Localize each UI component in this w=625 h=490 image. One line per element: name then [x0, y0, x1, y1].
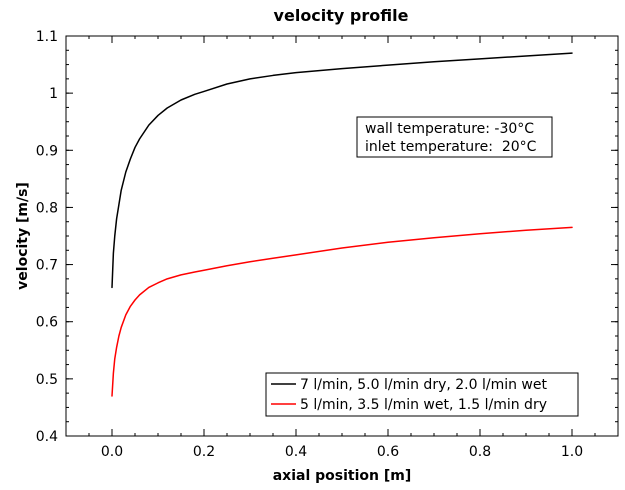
y-tick-label: 0.8 — [36, 200, 58, 216]
y-tick-label: 0.5 — [36, 372, 58, 388]
x-tick-label: 0.6 — [377, 444, 399, 460]
legend: 7 l/min, 5.0 l/min dry, 2.0 l/min wet 5 … — [265, 372, 579, 417]
legend-frame — [265, 372, 579, 417]
legend-label-5-lmin: 5 l/min, 3.5 l/min wet, 1.5 l/min dry — [300, 397, 547, 413]
y-tick-label: 0.9 — [36, 143, 58, 159]
x-tick-label: 0.8 — [469, 444, 491, 460]
chart-title: velocity profile — [274, 6, 409, 25]
legend-label-7-lmin: 7 l/min, 5.0 l/min dry, 2.0 l/min wet — [300, 377, 548, 393]
x-tick-label: 0.4 — [285, 444, 307, 460]
y-tick-label: 0.7 — [36, 258, 58, 274]
series-layer — [111, 52, 573, 397]
x-axis-label: axial position [m] — [273, 468, 412, 484]
y-tick-label: 0.6 — [36, 315, 58, 331]
y-axis-label: velocity [m/s] — [15, 182, 31, 290]
y-tick-label: 0.4 — [36, 429, 58, 445]
series-line-1 — [111, 226, 573, 397]
series-line-0 — [111, 52, 573, 289]
annotation-box: wall temperature: -30°C inlet temperatur… — [356, 116, 553, 158]
plot-axes: 0.0 0.2 0.4 0.6 0.8 1.0 0.4 0.5 0.6 0.7 0.8 0.9 1 1.1… — [15, 29, 619, 484]
annotation-wall-temperature: wall temperature: -30°C — [365, 121, 534, 137]
annotation-inlet-temperature: inlet temperature: 20°C — [365, 139, 537, 155]
x-tick-label: 0.2 — [193, 444, 215, 460]
y-tick-label: 1.1 — [36, 29, 58, 45]
x-tick-label: 1.0 — [561, 444, 583, 460]
x-tick-label: 0.0 — [101, 444, 123, 460]
y-tick-label: 1 — [49, 86, 58, 102]
annotation-frame — [356, 116, 553, 158]
